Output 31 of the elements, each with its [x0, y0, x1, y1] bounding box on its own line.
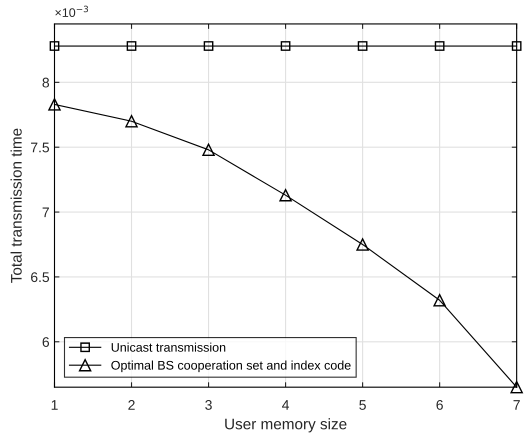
point: [202, 144, 215, 156]
legend-label: Unicast transmission: [112, 342, 226, 352]
point: [512, 41, 522, 51]
y-tick-label: 7.5: [31, 142, 50, 152]
y-axis-title: Total transmission time: [10, 128, 22, 283]
x-tick-label: 7: [514, 400, 520, 410]
point: [48, 98, 61, 111]
x-axis-title: User memory size: [225, 418, 346, 432]
point: [125, 115, 138, 128]
x-tick-label: 3: [205, 400, 212, 410]
x-tick-label: 5: [359, 400, 366, 410]
x-tick-label: 6: [436, 400, 443, 410]
y-tick-label: 6.5: [31, 272, 50, 282]
y-tick-label: 6: [42, 337, 50, 347]
point: [50, 41, 60, 51]
point: [204, 41, 214, 51]
point: [280, 41, 290, 51]
x-tick-label: 4: [282, 400, 290, 410]
point: [433, 294, 446, 307]
point: [358, 41, 368, 51]
point: [434, 41, 444, 51]
text: ×10$^{−3}$: [55, 6, 88, 18]
point: [356, 238, 369, 251]
x-tick-label: 2: [128, 400, 135, 410]
point: [126, 41, 136, 51]
point: [510, 380, 523, 394]
y-tick-label: 7: [42, 208, 49, 218]
legend-label: Optimal BS cooperation set and index code: [111, 360, 351, 372]
point: [279, 188, 292, 202]
x-tick-label: 1: [52, 400, 58, 410]
y-tick-label: 8: [42, 78, 50, 88]
